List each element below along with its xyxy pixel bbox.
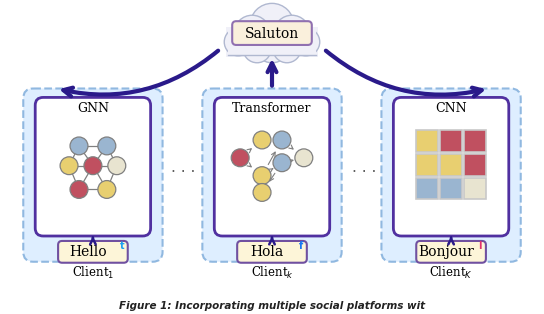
Bar (416, 154, 438, 176)
Text: GNN: GNN (77, 102, 109, 115)
Bar (440, 178, 462, 199)
FancyBboxPatch shape (232, 21, 312, 45)
Text: · · ·: · · · (353, 165, 376, 180)
FancyBboxPatch shape (35, 97, 151, 236)
FancyBboxPatch shape (393, 97, 509, 236)
Text: Client$_1$: Client$_1$ (72, 265, 114, 281)
Text: Client$_K$: Client$_K$ (429, 265, 473, 281)
Bar (416, 178, 438, 199)
Circle shape (253, 184, 271, 201)
FancyBboxPatch shape (228, 29, 316, 55)
FancyBboxPatch shape (226, 27, 318, 57)
FancyBboxPatch shape (23, 89, 163, 262)
FancyBboxPatch shape (58, 241, 128, 263)
Bar (440, 154, 462, 176)
Circle shape (234, 15, 270, 51)
Text: CNN: CNN (435, 102, 467, 115)
Bar (464, 178, 486, 199)
Circle shape (98, 181, 116, 198)
Bar (440, 130, 462, 152)
FancyBboxPatch shape (381, 89, 521, 262)
Bar (416, 130, 438, 152)
Circle shape (243, 35, 271, 63)
Text: Hola: Hola (250, 245, 283, 259)
FancyBboxPatch shape (237, 241, 307, 263)
Circle shape (274, 15, 310, 51)
Circle shape (108, 157, 126, 175)
Circle shape (231, 149, 249, 167)
Circle shape (273, 131, 291, 149)
Circle shape (253, 131, 271, 149)
Text: Transformer: Transformer (232, 102, 312, 115)
Bar (464, 154, 486, 176)
Text: · · ·: · · · (171, 165, 196, 180)
Circle shape (273, 35, 301, 63)
Circle shape (253, 167, 271, 185)
Text: Bonjour: Bonjour (418, 245, 474, 259)
Circle shape (292, 28, 320, 56)
FancyBboxPatch shape (202, 89, 342, 262)
Circle shape (273, 154, 291, 172)
Text: t: t (120, 241, 124, 251)
FancyBboxPatch shape (214, 97, 330, 236)
Circle shape (60, 157, 78, 175)
Circle shape (250, 3, 294, 47)
Circle shape (295, 149, 313, 167)
Circle shape (84, 157, 102, 175)
Circle shape (254, 27, 290, 63)
Bar (464, 130, 486, 152)
Text: Figure 1: Incorporating multiple social platforms wit: Figure 1: Incorporating multiple social … (119, 301, 425, 311)
Text: Client$_k$: Client$_k$ (251, 265, 293, 281)
Circle shape (70, 137, 88, 155)
Circle shape (98, 137, 116, 155)
Circle shape (70, 181, 88, 198)
FancyBboxPatch shape (416, 241, 486, 263)
Text: I: I (478, 241, 481, 251)
Circle shape (224, 28, 252, 56)
Text: Saluton: Saluton (245, 27, 299, 41)
Text: Hello: Hello (69, 245, 107, 259)
Text: f: f (299, 241, 303, 251)
